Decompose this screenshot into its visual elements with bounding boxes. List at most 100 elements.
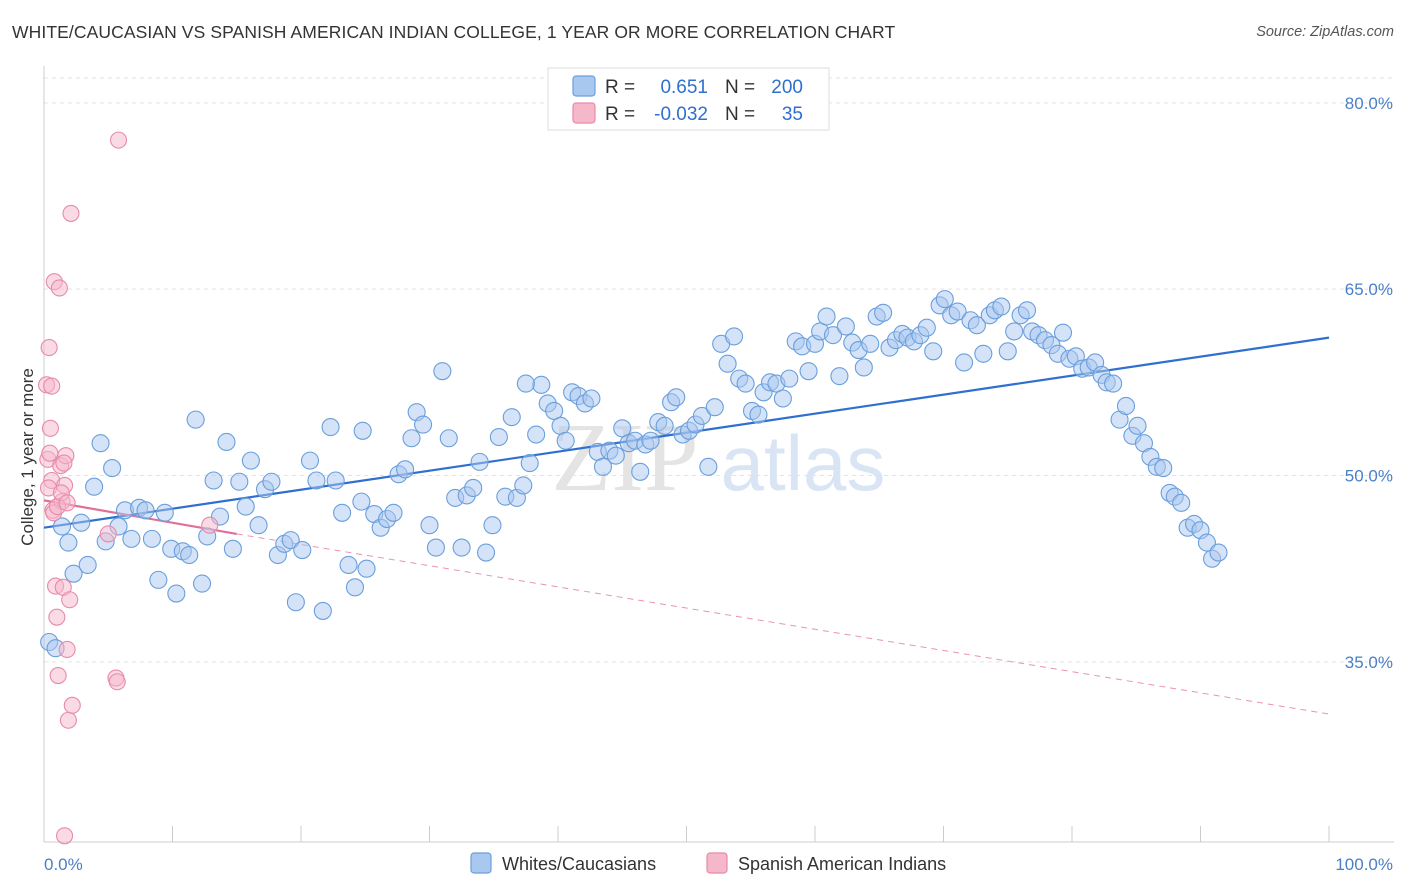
data-point-whites — [749, 405, 768, 424]
data-point-whites — [917, 318, 936, 337]
data-point-whites — [236, 497, 255, 516]
data-point-whites — [520, 454, 539, 473]
y-tick-label: 35.0% — [1345, 653, 1393, 672]
data-point-whites — [556, 431, 575, 450]
data-point-whites — [78, 555, 97, 575]
data-point-spanish — [109, 131, 128, 149]
data-point-whites — [326, 471, 345, 490]
data-point-spanish — [56, 827, 74, 845]
legend-label-whites: Whites/Caucasians — [502, 854, 656, 874]
data-point-whites — [1005, 322, 1024, 341]
data-point-spanish — [99, 525, 117, 543]
data-point-whites — [339, 555, 358, 575]
data-point-whites — [72, 513, 91, 532]
data-point-whites — [345, 578, 365, 597]
data-point-whites — [532, 375, 551, 394]
data-point-whites — [426, 538, 445, 557]
data-point-whites — [333, 503, 352, 522]
data-point-whites — [357, 559, 376, 578]
data-point-whites — [155, 503, 174, 522]
legend-swatch-spanish — [706, 852, 728, 874]
grid-lines — [44, 77, 1394, 663]
data-point-whites — [516, 374, 535, 393]
data-point-whites — [262, 472, 281, 491]
data-point-whites — [149, 570, 168, 589]
data-point-spanish — [41, 419, 59, 437]
data-point-whites — [967, 316, 986, 335]
data-point-whites — [874, 303, 893, 322]
data-point-whites — [241, 451, 260, 470]
data-point-whites — [667, 388, 686, 407]
x-tick-label: 0.0% — [44, 855, 83, 874]
data-point-whites — [85, 477, 104, 496]
data-point-whites — [193, 574, 212, 593]
data-point-whites — [527, 425, 546, 444]
legend-n-value: 200 — [771, 77, 803, 98]
series-legend: Whites/Caucasians Spanish American India… — [470, 852, 946, 874]
data-point-whites — [854, 358, 873, 377]
data-point-whites — [924, 342, 943, 361]
y-tick-label: 65.0% — [1345, 280, 1393, 299]
data-point-whites — [414, 415, 433, 434]
data-point-spanish — [62, 204, 80, 222]
data-point-whites — [1172, 493, 1191, 512]
legend-swatch-whites — [470, 852, 492, 874]
data-point-whites — [836, 317, 855, 336]
watermark-atlas: atlas — [721, 419, 886, 507]
data-point-whites — [1017, 301, 1037, 320]
watermark: ZIP atlas — [552, 404, 886, 512]
data-point-whites — [823, 326, 843, 345]
legend-r-label: R = — [605, 77, 635, 98]
data-point-whites — [955, 353, 974, 372]
data-point-whites — [1116, 396, 1136, 416]
data-point-whites — [352, 492, 371, 511]
data-point-whites — [396, 460, 415, 479]
data-point-whites — [861, 334, 880, 353]
legend-label-spanish: Spanish American Indians — [738, 854, 946, 874]
data-point-spanish — [55, 454, 73, 472]
legend-n-label: N = — [725, 77, 755, 98]
chart-title: WHITE/CAUCASIAN VS SPANISH AMERICAN INDI… — [12, 22, 896, 42]
data-point-whites — [1209, 543, 1228, 562]
data-point-whites — [631, 462, 650, 481]
data-point-whites — [470, 452, 489, 471]
data-point-whites — [502, 408, 521, 427]
legend-r-label: R = — [605, 104, 635, 125]
data-point-whites — [545, 401, 564, 420]
data-point-whites — [483, 516, 502, 535]
trend-lines — [43, 336, 1330, 715]
data-point-spanish — [50, 279, 68, 297]
data-point-whites — [582, 389, 601, 408]
data-point-whites — [286, 593, 305, 612]
data-point-whites — [593, 457, 613, 476]
data-point-spanish — [43, 377, 61, 395]
data-point-whites — [489, 427, 508, 447]
legend-swatch-spanish — [572, 102, 596, 124]
data-point-spanish — [40, 339, 58, 357]
y-axis-label: College, 1 year or more — [18, 368, 37, 546]
data-point-whites — [223, 539, 242, 558]
data-point-whites — [91, 434, 110, 453]
data-point-whites — [974, 344, 993, 363]
data-point-whites — [998, 342, 1017, 361]
data-point-whites — [300, 451, 320, 470]
data-point-whites — [1053, 323, 1073, 342]
data-point-whites — [103, 459, 122, 478]
data-point-whites — [705, 398, 724, 417]
data-point-spanish — [63, 696, 81, 714]
data-point-spanish — [201, 516, 219, 534]
data-point-whites — [64, 564, 83, 583]
y-tick-label: 50.0% — [1345, 467, 1393, 486]
data-point-whites — [384, 503, 403, 522]
data-point-whites — [817, 307, 836, 326]
data-point-whites — [641, 431, 660, 450]
data-point-whites — [142, 529, 161, 548]
data-point-whites — [613, 419, 632, 438]
data-point-whites — [52, 517, 72, 536]
data-point-whites — [59, 533, 78, 552]
legend-r-value: 0.651 — [660, 77, 708, 98]
data-point-whites — [307, 471, 326, 490]
data-point-whites — [692, 406, 711, 425]
data-point-whites — [167, 584, 186, 603]
data-point-whites — [217, 432, 236, 452]
